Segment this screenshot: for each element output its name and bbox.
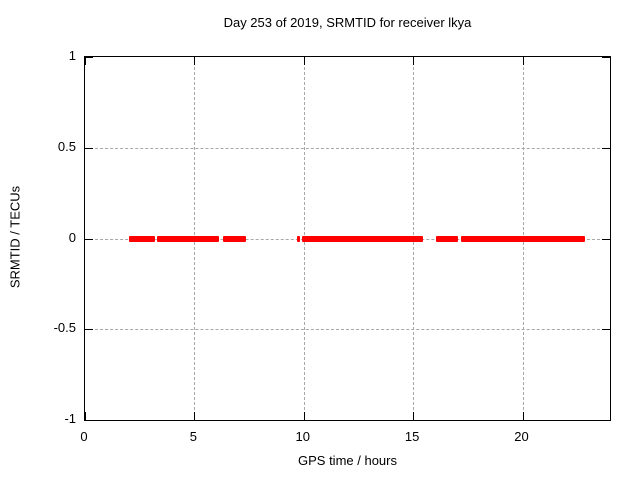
x-tick-mark	[413, 57, 415, 65]
x-tick-mark	[303, 57, 305, 65]
y-tick-mark	[602, 329, 610, 331]
y-tick-label: 0.5	[57, 138, 76, 154]
y-tick-mark	[85, 57, 93, 58]
y-tick-mark	[85, 147, 93, 149]
x-tick-mark	[522, 412, 524, 420]
y-tick-label: -0.5	[53, 320, 76, 336]
x-tick-label: 15	[404, 429, 420, 444]
series-segment	[436, 235, 458, 242]
y-tick-label: 1	[68, 48, 76, 63]
gridline-y--0.5	[85, 329, 610, 331]
series-segment	[297, 235, 301, 242]
x-tick-label: 0	[80, 429, 88, 444]
x-tick-mark	[194, 412, 196, 420]
y-tick-mark	[602, 57, 610, 58]
y-tick-mark	[85, 238, 93, 240]
series-segment	[157, 235, 220, 242]
y-tick-mark	[85, 420, 93, 421]
y-tick-mark	[602, 238, 610, 240]
series-segment	[129, 235, 155, 242]
x-tick-label: 5	[189, 429, 197, 444]
chart-title: Day 253 of 2019, SRMTID for receiver lky…	[223, 15, 472, 30]
y-tick-label: -1	[64, 411, 76, 426]
y-tick-mark	[602, 420, 610, 421]
gridline-y-0.5	[85, 147, 610, 149]
plot-area	[84, 56, 611, 421]
y-tick-label: 0	[68, 229, 76, 245]
x-tick-mark	[413, 412, 415, 420]
x-tick-label: 10	[295, 429, 310, 444]
series-segment	[302, 235, 423, 242]
x-tick-label: 20	[514, 429, 529, 444]
x-axis-label: GPS time / hours	[298, 453, 397, 468]
y-tick-mark	[602, 147, 610, 149]
x-tick-mark	[194, 57, 196, 65]
series-segment	[222, 235, 246, 242]
x-tick-mark	[85, 57, 86, 65]
x-tick-mark	[85, 412, 86, 420]
y-tick-mark	[85, 329, 93, 331]
x-tick-mark	[522, 57, 524, 65]
series-segment	[460, 235, 586, 242]
x-tick-mark	[303, 412, 305, 420]
